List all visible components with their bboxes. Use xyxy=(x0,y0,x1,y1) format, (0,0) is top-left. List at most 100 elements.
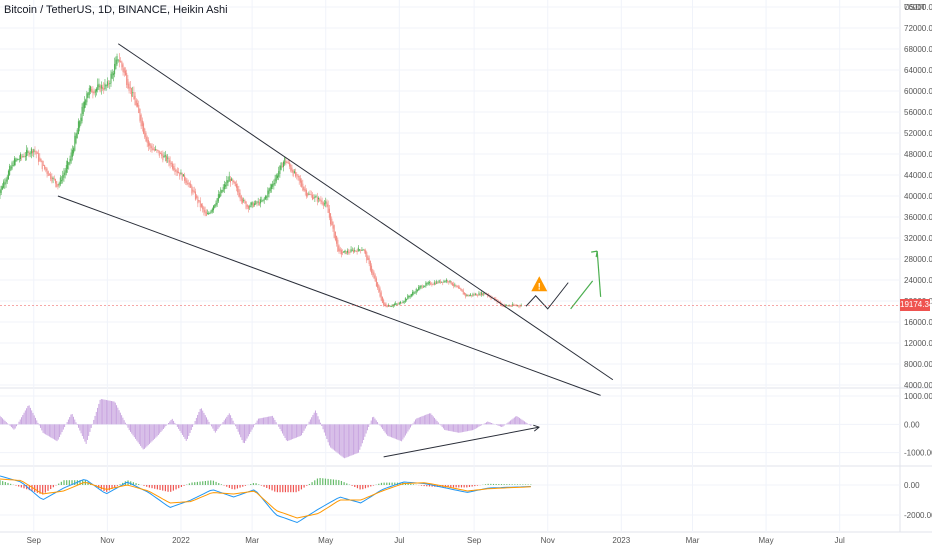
macd-hist-bar xyxy=(183,485,185,486)
candle-body xyxy=(61,180,63,182)
macd-hist-bar xyxy=(39,485,41,494)
candle-body xyxy=(202,205,204,210)
candle-body xyxy=(233,180,235,184)
candle-body xyxy=(71,149,73,157)
macd-hist-bar xyxy=(218,483,220,485)
candle-body xyxy=(237,185,239,193)
candle-body xyxy=(139,108,141,121)
candle-body xyxy=(45,167,47,171)
macd-hist-bar xyxy=(2,481,4,485)
candle-body xyxy=(301,180,303,187)
candle-body xyxy=(268,188,270,194)
candle-body xyxy=(368,258,370,264)
candle-body xyxy=(371,265,373,274)
candle-body xyxy=(135,100,137,106)
candles xyxy=(0,53,522,309)
macd-hist-bar xyxy=(236,485,239,489)
candle-body xyxy=(17,159,19,161)
candle-body xyxy=(264,196,266,200)
candle-body xyxy=(381,296,383,303)
macd-hist-bar xyxy=(412,484,415,485)
candle-body xyxy=(146,137,148,143)
x-tick-label: May xyxy=(318,536,333,545)
candle-body xyxy=(88,88,90,96)
macd-hist-bar xyxy=(250,483,252,485)
candle-body xyxy=(346,250,348,253)
macd-hist-bar xyxy=(490,483,492,485)
candle-body xyxy=(4,182,6,185)
candle-body xyxy=(466,294,468,296)
candle-body xyxy=(118,59,120,62)
macd-hist-bar xyxy=(202,481,204,485)
macd-hist-bar xyxy=(143,485,145,486)
macd-hist-bar xyxy=(18,485,20,487)
macd-hist-bar xyxy=(439,485,441,488)
candle-body xyxy=(478,292,480,296)
y-tick-label: 24000.00 xyxy=(904,276,932,285)
candle-body xyxy=(406,299,408,301)
macd-hist-bar xyxy=(122,482,124,485)
candle-body xyxy=(10,166,12,171)
macd-hist-bar xyxy=(466,485,468,488)
candle-body xyxy=(26,149,28,157)
candle-body xyxy=(208,213,210,215)
macd-hist-bar xyxy=(215,481,217,485)
candle-body xyxy=(451,282,453,286)
macd-hist-bar xyxy=(58,483,60,485)
candle-body xyxy=(328,208,330,218)
macd-hist-bar xyxy=(146,485,148,487)
candle-body xyxy=(468,295,470,297)
oscillator-histogram xyxy=(0,399,532,459)
macd-hist-bar xyxy=(522,484,524,485)
candle-body xyxy=(275,174,277,182)
candle-body xyxy=(444,281,446,283)
candle-body xyxy=(251,201,253,205)
macd-hist-bar xyxy=(188,483,190,485)
macd-hist-bar xyxy=(23,485,25,489)
candle-body xyxy=(5,179,7,184)
macd-hist-bar xyxy=(162,485,164,491)
macd-hist-bar xyxy=(156,485,158,490)
candle-body xyxy=(270,184,272,190)
candle-body xyxy=(169,160,171,166)
candle-body xyxy=(332,221,334,229)
macd-hist-bar xyxy=(399,482,401,485)
candle-body xyxy=(42,164,44,166)
candle-body xyxy=(520,305,522,307)
candle-body xyxy=(263,198,265,201)
macd-hist-bar xyxy=(260,485,263,486)
candle-body xyxy=(70,152,72,162)
candle-body xyxy=(373,272,375,279)
x-tick-label: May xyxy=(759,536,774,545)
y-tick-label: 8000.00 xyxy=(904,360,932,369)
candle-body xyxy=(420,285,422,288)
macd-hist-bar xyxy=(511,484,513,485)
macd-hist-bar xyxy=(330,479,332,485)
candle-body xyxy=(336,235,338,244)
candle-body xyxy=(280,162,282,170)
macd-hist-bar xyxy=(428,485,431,487)
macd-hist-bar xyxy=(154,485,156,489)
y-tick-label: -1000.00 xyxy=(904,449,932,458)
candle-body xyxy=(416,290,418,292)
candle-body xyxy=(162,154,164,161)
candle-body xyxy=(387,305,389,307)
candle-body xyxy=(133,92,135,100)
macd-histogram xyxy=(0,477,532,495)
divergence-arrow xyxy=(383,426,540,458)
candle-body xyxy=(227,180,229,183)
candle-body xyxy=(456,285,458,288)
candle-body xyxy=(44,164,46,170)
y-tick-label: 52000.00 xyxy=(904,129,932,138)
macd-hist-bar xyxy=(284,485,287,493)
macd-hist-bar xyxy=(47,485,49,491)
candle-body xyxy=(514,305,516,307)
candle-body xyxy=(111,71,113,79)
macd-hist-bar xyxy=(372,485,375,486)
candle-body xyxy=(302,183,304,191)
candle-body xyxy=(215,202,217,207)
candle-body xyxy=(303,186,305,191)
candle-body xyxy=(36,152,38,154)
candle-body xyxy=(1,186,3,190)
